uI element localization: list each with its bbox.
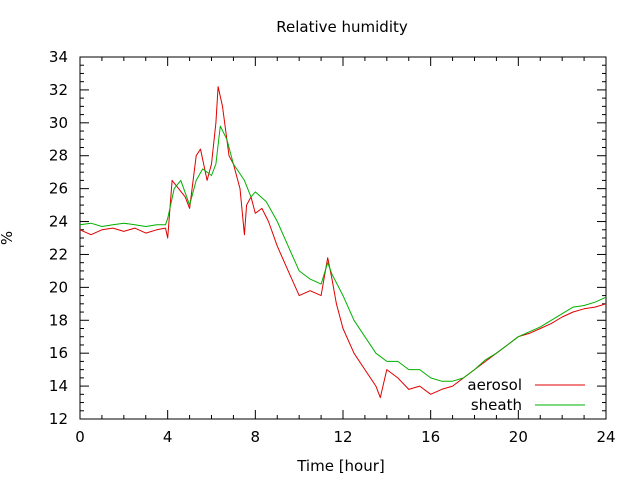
x-tick-label: 24 (596, 428, 615, 446)
series-line-aerosol (79, 86, 607, 399)
x-tick-label: 0 (75, 428, 85, 446)
chart-title: Relative humidity (276, 18, 408, 36)
y-tick-label: 14 (49, 377, 68, 395)
y-tick-label: 22 (49, 245, 68, 263)
y-tick-label: 26 (49, 180, 68, 198)
y-tick-label: 18 (49, 311, 68, 329)
x-tick-label: 20 (509, 428, 528, 446)
y-tick-label: 34 (49, 48, 68, 66)
x-tick-label: 16 (421, 428, 440, 446)
x-tick-label: 12 (333, 428, 352, 446)
x-axis-label: Time [hour] (296, 457, 385, 475)
y-tick-label: 16 (49, 344, 68, 362)
x-tick-label: 8 (251, 428, 261, 446)
plot-frame (79, 56, 607, 420)
y-axis-label: % (0, 231, 16, 245)
legend-label-sheath: sheath (471, 396, 522, 414)
y-tick-label: 32 (49, 81, 68, 99)
x-tick-label: 4 (163, 428, 173, 446)
series-line-sheath (79, 125, 607, 382)
y-tick-label: 20 (49, 278, 68, 296)
y-tick-label: 28 (49, 147, 68, 165)
y-tick-label: 24 (49, 213, 68, 231)
legend: aerosol sheath (467, 376, 585, 414)
y-tick-label: 12 (49, 410, 68, 428)
legend-label-aerosol: aerosol (467, 376, 522, 394)
y-tick-label: 30 (49, 114, 68, 132)
